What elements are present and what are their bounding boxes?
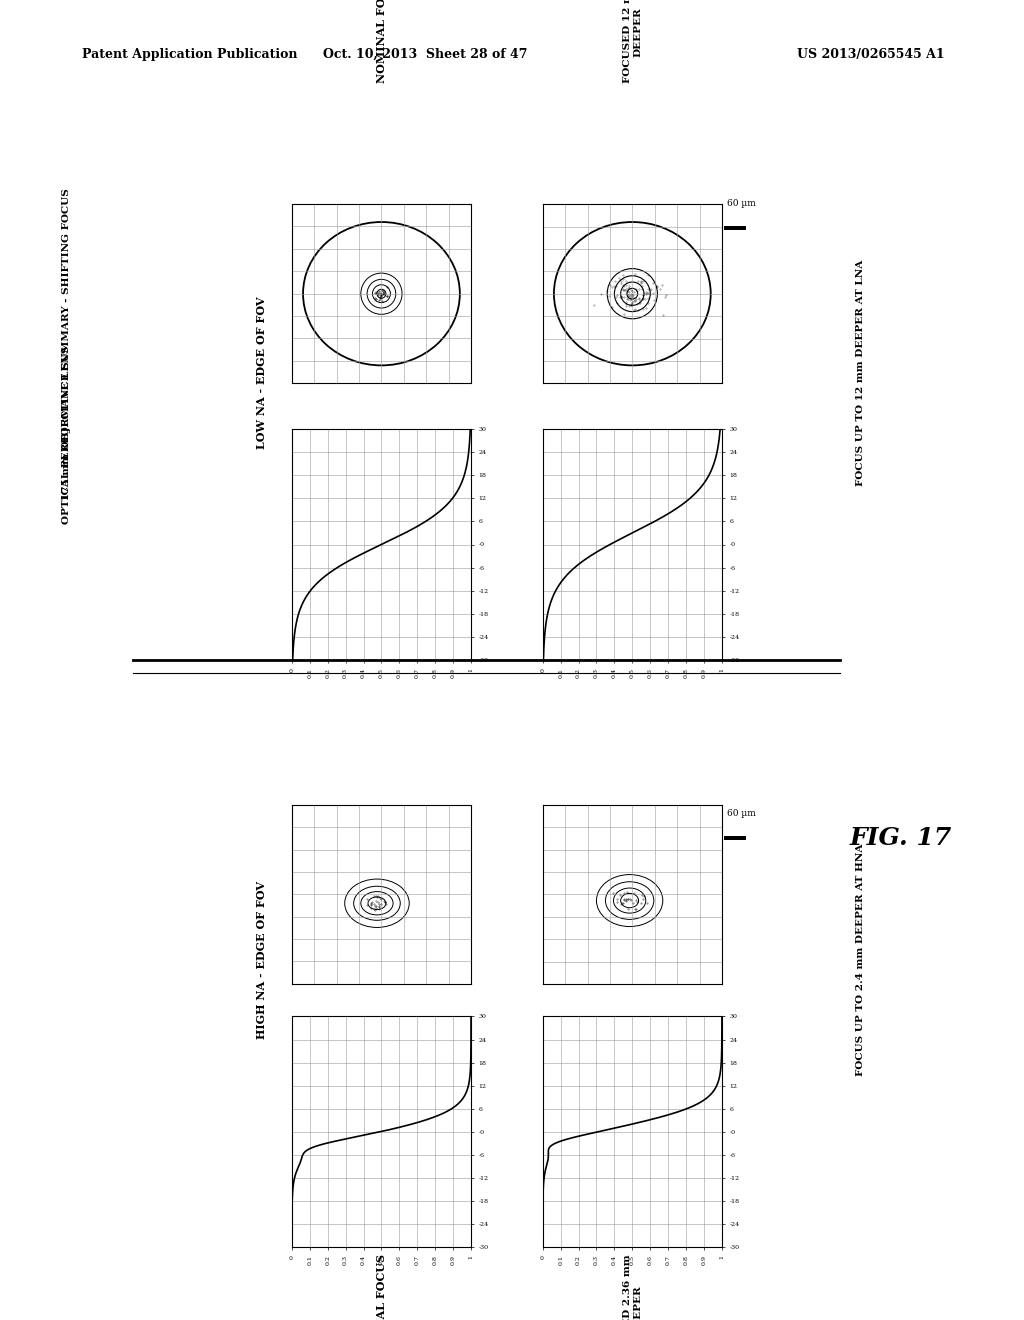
Text: FIG. 17: FIG. 17 bbox=[850, 826, 952, 850]
Text: FOCUS UP TO 12 mm DEEPER AT LNA: FOCUS UP TO 12 mm DEEPER AT LNA bbox=[856, 260, 864, 486]
Text: FOCUSED 2.36 mm
DEEPER: FOCUSED 2.36 mm DEEPER bbox=[623, 1254, 642, 1320]
Text: NOMINAL FOCUS: NOMINAL FOCUS bbox=[376, 1254, 387, 1320]
Text: NOMINAL FOCUS: NOMINAL FOCUS bbox=[376, 0, 387, 83]
Text: OPTICAL PERFORMANCE SUMMARY - SHIFTING FOCUS: OPTICAL PERFORMANCE SUMMARY - SHIFTING F… bbox=[62, 189, 71, 524]
Text: LOW NA - EDGE OF FOV: LOW NA - EDGE OF FOV bbox=[256, 297, 266, 449]
Text: Patent Application Publication: Patent Application Publication bbox=[82, 48, 297, 61]
Text: 60 µm: 60 µm bbox=[727, 809, 756, 818]
Text: FOCUS UP TO 2.4 mm DEEPER AT HNA: FOCUS UP TO 2.4 mm DEEPER AT HNA bbox=[856, 843, 864, 1077]
Text: US 2013/0265545 A1: US 2013/0265545 A1 bbox=[797, 48, 944, 61]
Text: FOCUSED 12 mm
DEEPER: FOCUSED 12 mm DEEPER bbox=[623, 0, 642, 83]
Text: 60 µm: 60 µm bbox=[727, 199, 756, 209]
Text: Oct. 10, 2013  Sheet 28 of 47: Oct. 10, 2013 Sheet 28 of 47 bbox=[323, 48, 527, 61]
Text: 175 mm OBJECTIVE LENS: 175 mm OBJECTIVE LENS bbox=[62, 346, 71, 499]
Text: HIGH NA - EDGE OF FOV: HIGH NA - EDGE OF FOV bbox=[256, 882, 266, 1039]
